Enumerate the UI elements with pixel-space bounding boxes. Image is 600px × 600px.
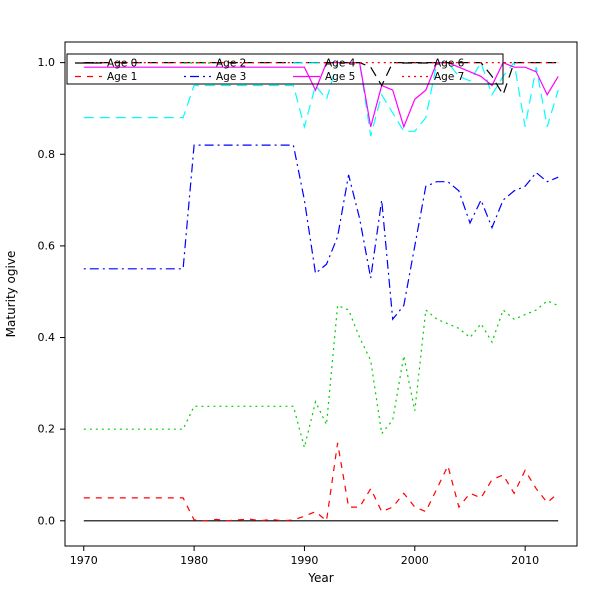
y-tick-label: 0.8 <box>38 148 56 161</box>
legend-box <box>66 53 504 85</box>
series-line-age-5 <box>83 61 559 129</box>
series-line-age-4 <box>83 61 559 137</box>
y-tick-label: 0.6 <box>38 239 56 252</box>
x-tick-label: 2010 <box>511 554 539 567</box>
series-line-age-2 <box>83 300 559 448</box>
legend-label-age-0: Age 0 <box>107 58 137 70</box>
chart-layer: 1970 1980 1990 2000 2010 0.0 0.2 0.4 0.6 0.8 1.0 <box>38 41 578 567</box>
legend-label-age-6: Age 6 <box>434 58 465 70</box>
y-tick-label: 1.0 <box>38 56 56 69</box>
x-tick-label: 2000 <box>401 554 429 567</box>
legend-label-age-7: Age 7 <box>434 71 464 83</box>
plot-border <box>64 41 578 547</box>
x-axis-label: Year <box>307 571 333 585</box>
legend-label-age-4: Age 4 <box>325 58 356 70</box>
legend-label-age-1: Age 1 <box>107 71 137 83</box>
y-axis-label: Maturity ogive <box>4 251 18 338</box>
y-tick-label: 0.0 <box>38 514 56 527</box>
y-tick-label: 0.2 <box>38 423 56 436</box>
x-tick-label: 1970 <box>70 554 98 567</box>
series-line-age-3 <box>83 144 559 321</box>
legend-label-age-3: Age 3 <box>216 71 246 83</box>
legend-label-age-2: Age 2 <box>216 58 246 70</box>
series-line-age-6 <box>83 61 559 97</box>
x-tick-label: 1980 <box>180 554 208 567</box>
legend-label-age-5: Age 5 <box>325 71 355 83</box>
series-line-age-1 <box>83 442 559 522</box>
y-tick-label: 0.4 <box>38 331 56 344</box>
x-tick-label: 1990 <box>290 554 318 567</box>
